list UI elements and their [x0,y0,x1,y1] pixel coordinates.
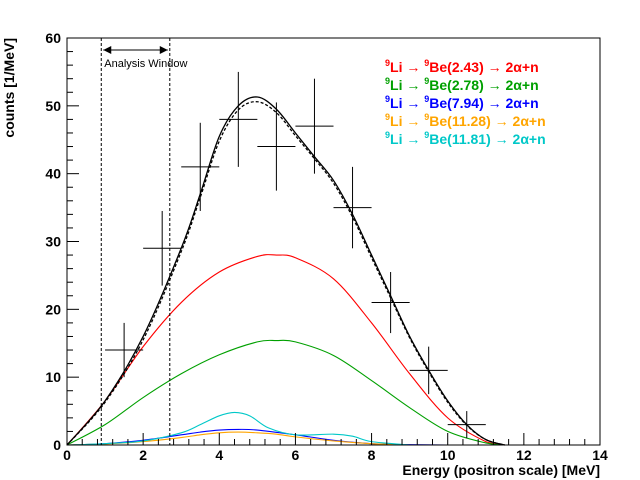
legend-arrow1: → [402,95,424,111]
y-tick-label: 30 [45,234,61,250]
data-point [219,71,258,167]
y-axis-title: counts [1/MeV] [1,38,17,138]
y-tick-label: 40 [45,166,61,182]
legend-parent: Li [390,59,402,75]
x-tick-label: 10 [440,447,456,463]
legend-arrow1: → [402,77,424,93]
legend-daughter: Be(7.94) [429,95,483,111]
legend-products: 2α+n [506,95,539,111]
x-tick-label: 6 [292,447,300,463]
x-axis: 0 2 4 6 8 10 12 14 [63,433,608,463]
legend-parent: Li [390,131,402,147]
analysis-window-label: Analysis Window [104,58,187,70]
legend-arrow1: → [402,59,424,75]
legend-parent-sup: 9 [385,94,390,104]
series-line-4 [66,411,410,446]
x-tick-label: 0 [63,447,71,463]
legend-daughter: Be(2.78) [429,77,483,93]
x-tick-label: 14 [592,447,608,463]
legend-daughter: Be(2.43) [429,59,483,75]
data-point [447,411,486,439]
plot-area [66,71,505,446]
y-tick-label: 20 [45,301,61,317]
data-point [333,166,372,249]
x-tick-label: 4 [215,447,223,463]
legend-daughter: Be(11.81) [429,131,490,147]
x-tick-label: 12 [516,447,532,463]
legend-daughter-sup: 9 [424,130,429,140]
x-tick-label: 2 [139,447,147,463]
legend-entry: 9Li → 9Be(11.28) → 2α+n [385,112,546,129]
legend-parent-sup: 9 [385,76,390,86]
x-axis-title: Energy (positron scale) [MeV] [402,462,600,478]
legend-parent-sup: 9 [385,130,390,140]
data-point [105,322,144,378]
legend-daughter-sup: 9 [424,58,429,68]
legend-parent: Li [390,113,402,129]
legend-products: 2α+n [506,59,539,75]
legend-daughter-sup: 9 [424,76,429,86]
data-point [181,122,220,211]
analysis-window-arrowhead-left [103,46,112,54]
series-line-0 [66,254,505,446]
legend-entry: 9Li → 9Be(11.81) → 2α+n [385,130,546,147]
data-point [143,210,182,286]
y-tick-label: 10 [45,369,61,385]
legend-products: 2α+n [513,113,546,129]
legend-daughter-sup: 9 [424,94,429,104]
legend-arrow2: → [484,95,506,111]
legend-parent: Li [390,77,402,93]
series-line-1 [66,339,505,446]
legend-daughter-sup: 9 [424,112,429,122]
legend-products: 2α+n [506,77,539,93]
legend-entry: 9Li → 9Be(2.43) → 2α+n [385,58,539,75]
analysis-window: Analysis Window [100,38,187,445]
y-tick-label: 50 [45,98,61,114]
legend-products: 2α+n [513,131,546,147]
data-point [409,346,448,395]
legend-daughter: Be(11.28) [429,113,490,129]
legend-arrow2: → [484,77,506,93]
legend-parent: Li [390,95,402,111]
legend-arrow1: → [402,113,424,129]
data-point [371,272,410,334]
series-line-5 [66,96,505,446]
x-tick-label: 8 [368,447,376,463]
legend-arrow2: → [491,113,513,129]
y-axis: 0 10 20 30 40 50 60 [45,30,79,453]
legend-parent-sup: 9 [385,58,390,68]
y-tick-label: 60 [45,30,61,46]
legend-arrow1: → [402,131,424,147]
legend-entry: 9Li → 9Be(2.78) → 2α+n [385,76,539,93]
legend-arrow2: → [484,59,506,75]
legend-parent-sup: 9 [385,112,390,122]
y-tick-label: 0 [53,437,61,453]
series-line-6 [66,101,505,446]
legend-entry: 9Li → 9Be(7.94) → 2α+n [385,94,539,111]
analysis-window-arrowhead-right [159,46,168,54]
data-point [295,78,334,174]
legend-arrow2: → [491,131,513,147]
data-point [257,102,296,191]
